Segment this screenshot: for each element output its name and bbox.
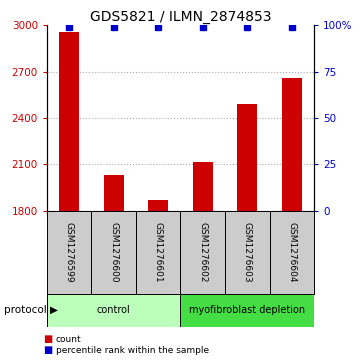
- Text: protocol ▶: protocol ▶: [4, 305, 58, 315]
- Text: GSM1276600: GSM1276600: [109, 222, 118, 283]
- Bar: [180, 211, 225, 294]
- Bar: [136, 211, 180, 294]
- Bar: [225, 211, 270, 294]
- Text: myofibroblast depletion: myofibroblast depletion: [189, 305, 305, 315]
- Text: ■: ■: [43, 345, 53, 355]
- Title: GDS5821 / ILMN_2874853: GDS5821 / ILMN_2874853: [90, 11, 271, 24]
- Bar: [47, 294, 180, 327]
- Text: GSM1276599: GSM1276599: [65, 222, 74, 283]
- Text: control: control: [97, 305, 131, 315]
- Text: GSM1276603: GSM1276603: [243, 222, 252, 283]
- Bar: [180, 294, 314, 327]
- Bar: [148, 200, 168, 211]
- Text: GSM1276604: GSM1276604: [287, 222, 296, 282]
- Text: GSM1276602: GSM1276602: [198, 222, 207, 282]
- Bar: [193, 162, 213, 211]
- Bar: [59, 32, 79, 211]
- Text: ■: ■: [43, 334, 53, 344]
- Bar: [237, 104, 257, 211]
- Bar: [91, 211, 136, 294]
- Bar: [282, 78, 302, 211]
- Bar: [47, 211, 91, 294]
- Text: GSM1276601: GSM1276601: [154, 222, 163, 283]
- Text: percentile rank within the sample: percentile rank within the sample: [56, 346, 209, 355]
- Bar: [104, 175, 124, 211]
- Text: count: count: [56, 335, 82, 344]
- Bar: [270, 211, 314, 294]
